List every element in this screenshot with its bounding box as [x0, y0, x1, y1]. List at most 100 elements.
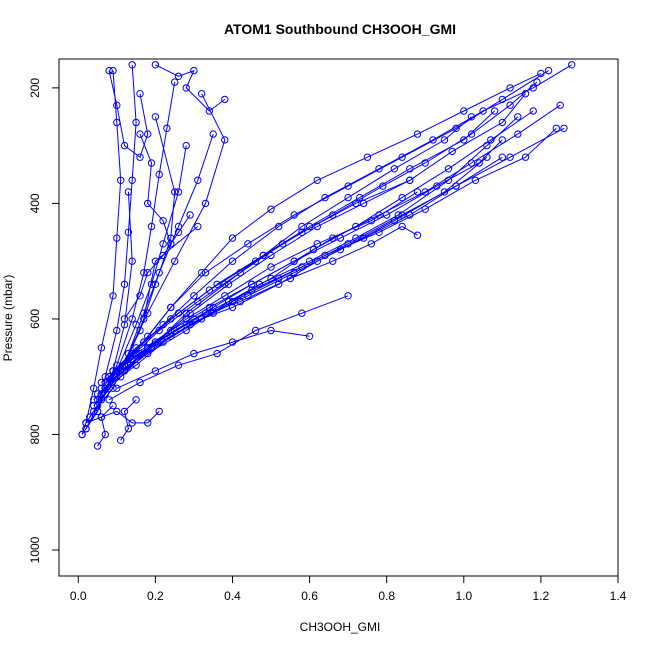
- data-point: [167, 326, 175, 335]
- data-point: [113, 407, 121, 416]
- data-point: [90, 401, 98, 410]
- data-point: [109, 292, 117, 300]
- data-point: [298, 228, 306, 237]
- series-34: [105, 66, 152, 161]
- data-point: [275, 280, 283, 288]
- data-point: [197, 315, 206, 323]
- series-35: [136, 130, 175, 248]
- data-point: [144, 199, 152, 208]
- data-point: [383, 211, 391, 219]
- data-point: [136, 292, 144, 300]
- data-point: [182, 326, 190, 335]
- data-point: [105, 396, 113, 404]
- data-point: [97, 344, 106, 352]
- data-point: [413, 231, 422, 239]
- series-line: [105, 116, 519, 389]
- data-point: [128, 349, 136, 358]
- data-point: [359, 234, 368, 242]
- data-point: [290, 269, 298, 277]
- series-line: [108, 70, 149, 159]
- series-line: [101, 127, 565, 383]
- data-point: [313, 257, 321, 265]
- data-point: [224, 280, 233, 288]
- data-point: [413, 130, 422, 138]
- data-point: [336, 245, 345, 254]
- data-point: [506, 153, 514, 161]
- data-point: [398, 193, 406, 202]
- data-point: [267, 263, 275, 271]
- series-24: [109, 153, 506, 375]
- data-point: [151, 280, 160, 288]
- series-12: [101, 61, 576, 387]
- data-point: [151, 113, 160, 121]
- data-point: [321, 193, 329, 202]
- data-point: [186, 211, 194, 219]
- data-point: [278, 240, 287, 248]
- data-point: [275, 222, 283, 231]
- data-point: [224, 297, 233, 306]
- data-point: [136, 326, 144, 335]
- data-point: [267, 274, 275, 283]
- data-point: [167, 240, 175, 248]
- data-point: [467, 113, 476, 121]
- y-tick-label: 600: [28, 309, 42, 329]
- data-point: [190, 349, 198, 358]
- series-28: [113, 326, 314, 392]
- data-point: [228, 234, 237, 242]
- data-point: [136, 90, 144, 98]
- data-point: [329, 234, 337, 242]
- data-point: [514, 113, 522, 121]
- data-point: [113, 101, 121, 109]
- data-point: [163, 124, 171, 133]
- series-16: [109, 107, 499, 375]
- data-point: [267, 251, 275, 260]
- data-point: [244, 240, 252, 248]
- data-point: [228, 257, 237, 265]
- data-point: [93, 401, 102, 410]
- data-point: [209, 130, 217, 138]
- series-line: [139, 133, 172, 244]
- data-point: [174, 72, 183, 81]
- data-point: [352, 222, 360, 231]
- data-point: [120, 315, 129, 323]
- data-point: [444, 165, 453, 173]
- data-point: [159, 217, 167, 225]
- data-point: [182, 84, 190, 92]
- plot-frame: [58, 58, 619, 577]
- data-point: [109, 367, 117, 375]
- data-point: [305, 222, 314, 231]
- y-tick-label: 800: [28, 424, 42, 444]
- data-point: [86, 413, 94, 421]
- data-point: [144, 349, 152, 358]
- data-point: [213, 349, 221, 358]
- series-3: [86, 78, 179, 421]
- data-point: [159, 240, 167, 248]
- series-line: [155, 64, 226, 112]
- data-point: [101, 384, 110, 392]
- data-point: [144, 309, 152, 317]
- data-point: [147, 159, 156, 167]
- x-axis-label: CH3OOH_GMI: [300, 620, 381, 634]
- data-point: [78, 430, 86, 439]
- data-point: [128, 257, 136, 265]
- data-point: [329, 257, 337, 265]
- data-point: [498, 118, 506, 127]
- data-point: [413, 188, 422, 196]
- data-point: [390, 165, 399, 173]
- data-point: [375, 211, 383, 219]
- data-point: [344, 182, 352, 190]
- data-point: [120, 321, 129, 329]
- y-axis: 200 400 600 800 1000: [28, 78, 60, 563]
- data-point: [201, 199, 210, 208]
- data-point: [487, 136, 495, 144]
- series-line: [85, 64, 137, 429]
- data-point: [182, 141, 190, 150]
- series-line: [112, 156, 503, 372]
- data-point: [367, 240, 375, 248]
- data-point: [440, 136, 449, 144]
- series-30: [82, 407, 163, 427]
- data-point: [363, 153, 372, 161]
- data-point: [460, 136, 468, 144]
- data-point: [167, 303, 175, 312]
